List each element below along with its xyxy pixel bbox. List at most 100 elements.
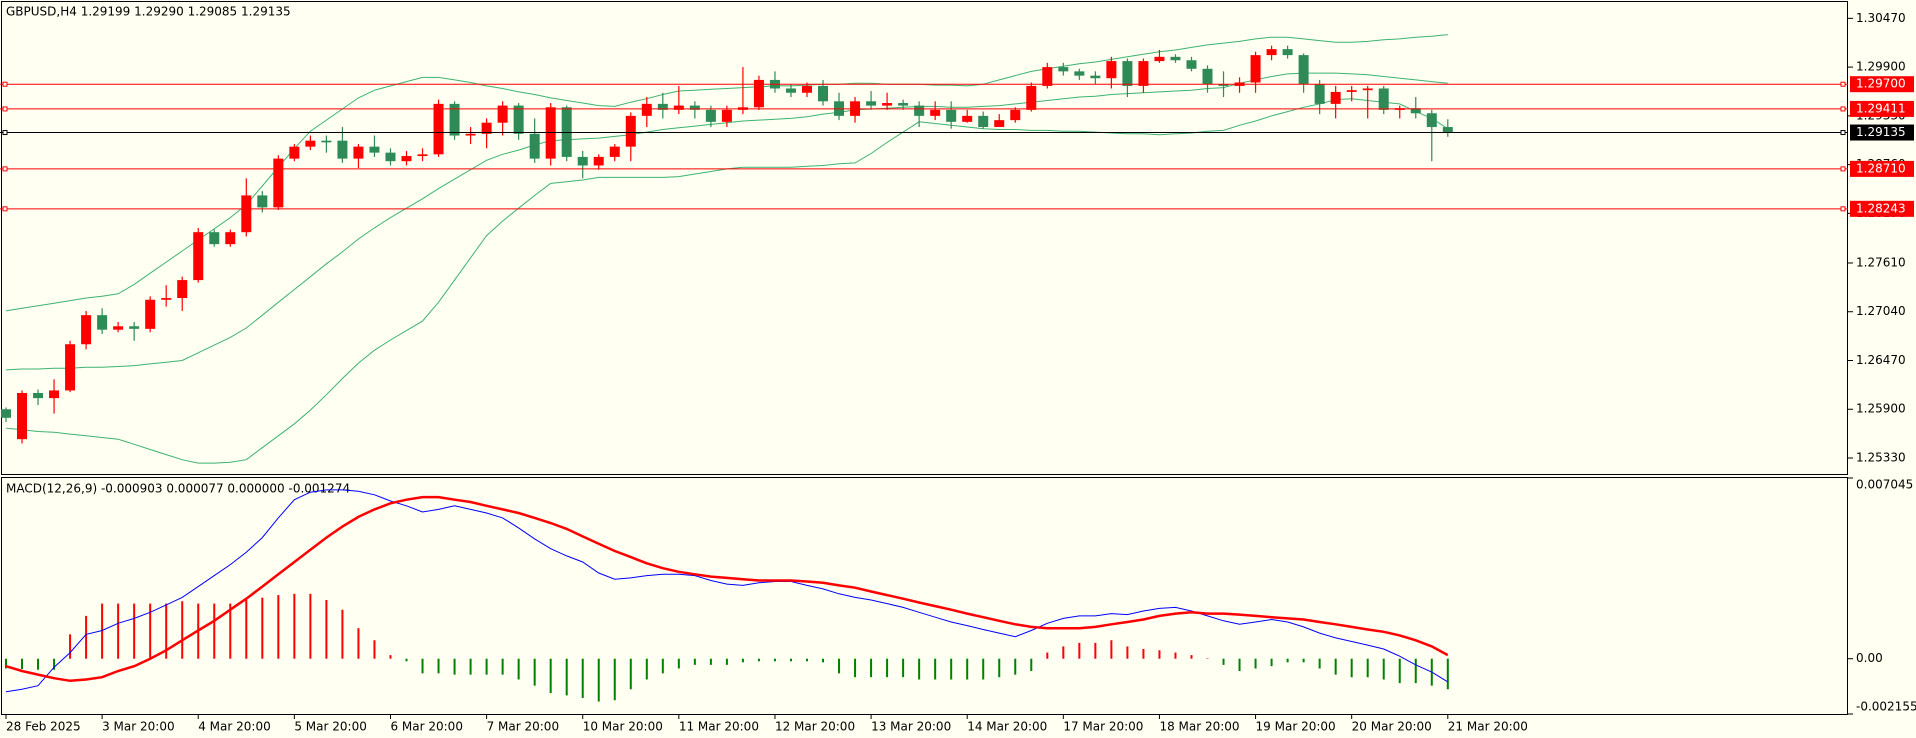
x-tick-label: 6 Mar 20:00 — [390, 720, 463, 734]
level-label-box — [1850, 200, 1914, 217]
candle-body — [1410, 108, 1421, 114]
histogram-bar — [165, 603, 168, 659]
histogram-bar — [149, 603, 152, 659]
histogram-bar — [950, 658, 953, 680]
candle-body — [305, 140, 316, 147]
candle-body — [193, 232, 204, 281]
candle-body — [1250, 55, 1261, 83]
histogram-bar — [934, 658, 937, 680]
candle-body — [1298, 55, 1309, 85]
candle-body — [1090, 75, 1101, 79]
histogram-bar — [677, 658, 680, 669]
histogram-bar — [1334, 658, 1337, 675]
histogram-bar — [1206, 658, 1209, 659]
histogram-bar — [709, 658, 712, 665]
histogram-bar — [1366, 658, 1369, 678]
histogram-bar — [37, 658, 40, 670]
candle-body — [113, 326, 124, 330]
y-tick-label: 1.26470 — [1856, 353, 1906, 367]
y-tick-label: 1.29900 — [1856, 60, 1906, 74]
candle-body — [978, 115, 989, 127]
histogram-bar — [1158, 650, 1161, 659]
histogram-bar — [629, 658, 632, 690]
level-handle — [1840, 166, 1846, 172]
histogram-bar — [421, 658, 424, 674]
histogram-bar — [1398, 658, 1401, 684]
candle-body — [1442, 127, 1453, 133]
histogram-bar — [998, 658, 1001, 678]
histogram-bar — [757, 658, 760, 662]
histogram-bar — [1046, 652, 1049, 659]
histogram-bar — [1254, 658, 1257, 669]
histogram-bar — [69, 634, 72, 659]
x-tick-label: 14 Mar 20:00 — [967, 720, 1047, 734]
candle-body — [866, 101, 877, 106]
candle-body — [529, 133, 540, 159]
x-tick-label: 28 Feb 2025 — [6, 720, 81, 734]
x-tick-label: 11 Mar 20:00 — [679, 720, 759, 734]
histogram-bar — [902, 658, 905, 678]
x-tick-label: 19 Mar 20:00 — [1256, 720, 1336, 734]
macd-title: MACD(12,26,9) -0.000903 0.000077 0.00000… — [6, 482, 350, 496]
level-handle — [1840, 106, 1846, 112]
y-tick-label: 0.00 — [1856, 651, 1883, 665]
y-tick-label: -0.002155 — [1856, 700, 1916, 714]
histogram-bar — [581, 658, 584, 698]
candle-body — [1170, 56, 1181, 61]
level-label: 1.29700 — [1856, 77, 1906, 91]
candle-body — [33, 392, 44, 399]
candle-body — [994, 120, 1005, 127]
candle-body — [946, 109, 957, 122]
histogram-bar — [1126, 646, 1129, 659]
level-handle — [2, 166, 8, 172]
x-tick-label: 18 Mar 20:00 — [1159, 720, 1239, 734]
candle-body — [689, 105, 700, 110]
candle-body — [1266, 49, 1277, 56]
histogram-bar — [1014, 658, 1017, 675]
level-label-box — [1850, 124, 1914, 141]
candle-body — [401, 156, 412, 162]
histogram-bar — [309, 593, 312, 659]
candle-body — [449, 103, 460, 136]
candle-body — [289, 146, 300, 159]
histogram-bar — [341, 609, 344, 659]
candle-body — [1042, 67, 1053, 86]
candle-body — [481, 122, 492, 134]
histogram-bar — [133, 603, 136, 659]
histogram-bar — [373, 640, 376, 659]
histogram-bar — [213, 603, 216, 659]
level-label: 1.28243 — [1856, 201, 1906, 215]
histogram-bar — [85, 615, 88, 659]
histogram-bar — [1414, 658, 1417, 684]
candle-body — [673, 105, 684, 110]
x-tick-label: 4 Mar 20:00 — [198, 720, 270, 734]
candle-body — [81, 315, 92, 345]
candle-body — [385, 152, 396, 162]
histogram-bar — [1382, 658, 1385, 680]
histogram-bar — [1174, 652, 1177, 659]
histogram-bar — [501, 658, 504, 675]
histogram-bar — [886, 658, 889, 678]
histogram-bar — [870, 658, 873, 678]
candle-body — [161, 298, 172, 300]
candle-body — [898, 103, 909, 106]
x-tick-label: 17 Mar 20:00 — [1063, 720, 1143, 734]
candle-body — [273, 158, 284, 208]
histogram-bar — [389, 655, 392, 659]
candle-body — [1314, 84, 1325, 104]
histogram-bar — [838, 658, 841, 674]
histogram-bar — [1110, 640, 1113, 659]
histogram-bar — [261, 597, 264, 659]
histogram-bar — [5, 658, 7, 669]
candle-body — [641, 103, 652, 116]
x-tick-label: 7 Mar 20:00 — [487, 720, 559, 734]
histogram-bar — [645, 658, 648, 680]
y-tick-label: 1.27610 — [1856, 255, 1906, 269]
histogram-bar — [1062, 646, 1065, 659]
candle-body — [1058, 67, 1069, 72]
histogram-bar — [1190, 655, 1193, 659]
histogram-bar — [1078, 642, 1081, 659]
